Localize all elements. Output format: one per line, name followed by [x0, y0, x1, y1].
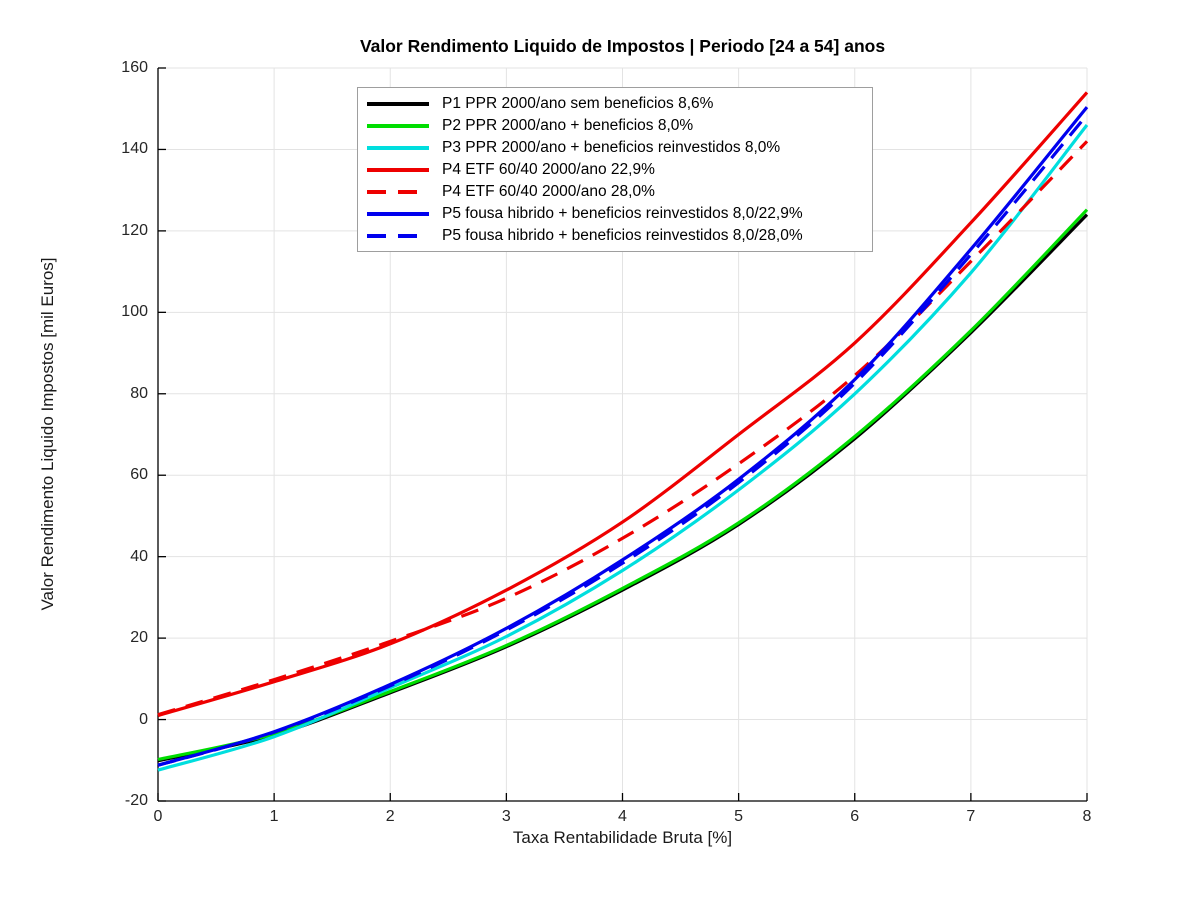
legend-item: P3 PPR 2000/ano + beneficios reinvestido… — [358, 137, 872, 159]
y-tick-label: 160 — [121, 59, 148, 76]
x-tick-label: 5 — [734, 808, 744, 825]
y-axis-label: Valor Rendimento Liquido Impostos [mil E… — [38, 257, 57, 611]
series-line-4 — [157, 91, 1089, 718]
legend-item-label: P1 PPR 2000/ano sem beneficios 8,6% — [442, 95, 714, 112]
x-tick-label: 8 — [1082, 808, 1092, 825]
legend-item: P4 ETF 60/40 2000/ano 22,9% — [358, 159, 872, 181]
x-tick-label: 4 — [618, 808, 627, 825]
y-tick-label: 120 — [121, 221, 148, 239]
series-line-7 — [157, 113, 1089, 767]
legend-line-swatch — [367, 102, 429, 106]
legend-item-label: P2 PPR 2000/ano + beneficios 8,0% — [442, 117, 694, 134]
legend-line-swatch — [367, 124, 429, 128]
legend-item-label: P4 ETF 60/40 2000/ano 22,9% — [442, 161, 655, 178]
x-tick-label: 0 — [153, 808, 163, 825]
legend-item: P5 fousa hibrido + beneficios reinvestid… — [358, 203, 872, 225]
y-tick-label: 100 — [121, 303, 148, 321]
y-tick-label: 140 — [121, 140, 148, 158]
x-tick-label: 2 — [385, 808, 395, 825]
legend-item: P5 fousa hibrido + beneficios reinvestid… — [358, 225, 872, 247]
legend-item: P2 PPR 2000/ano + beneficios 8,0% — [358, 115, 872, 137]
legend-item-label: P5 fousa hibrido + beneficios reinvestid… — [442, 227, 803, 244]
legend-item-label: P4 ETF 60/40 2000/ano 28,0% — [442, 183, 655, 200]
x-tick-label: 1 — [269, 808, 279, 825]
legend-line-swatch — [367, 168, 429, 172]
chart-title: Valor Rendimento Liquido de Impostos | P… — [359, 36, 886, 56]
y-tick-label: 60 — [130, 466, 148, 484]
legend-line-swatch — [367, 212, 429, 216]
series-line-5 — [157, 140, 1089, 717]
legend-line-swatch — [367, 234, 429, 238]
x-tick-label: 6 — [850, 808, 860, 825]
legend-item: P4 ETF 60/40 2000/ano 28,0% — [358, 181, 872, 203]
y-tick-label: 0 — [139, 710, 148, 728]
x-tick-label: 3 — [501, 808, 511, 825]
legend-item-label: P3 PPR 2000/ano + beneficios reinvestido… — [442, 139, 781, 156]
x-axis-label: Taxa Rentabilidade Bruta [%] — [512, 828, 733, 847]
y-tick-label: 40 — [130, 547, 148, 565]
legend: P1 PPR 2000/ano sem beneficios 8,6% P2 PP… — [357, 87, 873, 252]
y-tick-label: -20 — [124, 792, 148, 809]
legend-item-label: P5 fousa hibrido + beneficios reinvestid… — [442, 205, 803, 222]
x-tick-label: 7 — [966, 808, 976, 825]
legend-item: P1 PPR 2000/ano sem beneficios 8,6% — [358, 93, 872, 115]
series-line-3 — [157, 124, 1089, 772]
legend-line-swatch — [367, 146, 429, 150]
legend-line-swatch — [367, 190, 429, 194]
y-tick-label: 80 — [130, 384, 148, 402]
y-tick-label: 20 — [130, 629, 148, 647]
